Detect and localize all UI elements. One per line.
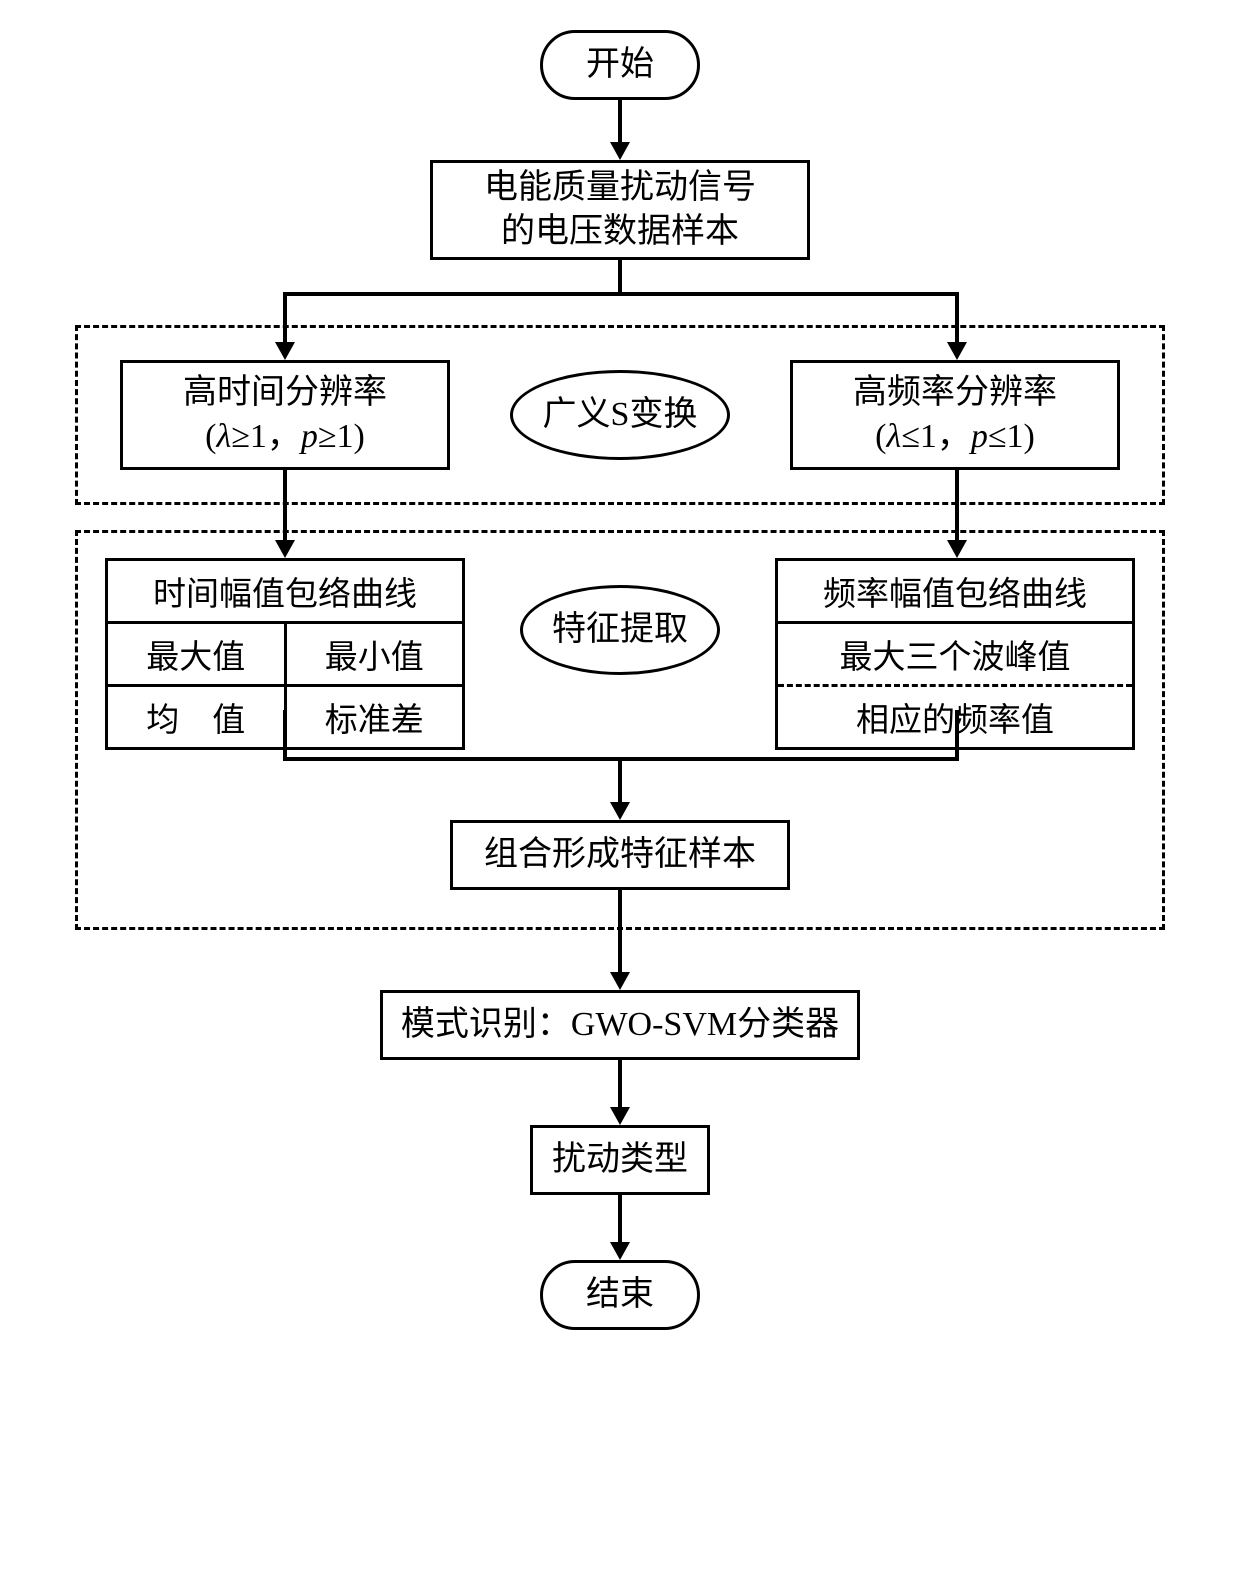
cell-std: 标准差 [287,687,463,747]
arrow [610,972,630,990]
text: ( [205,418,216,455]
arrow [610,142,630,160]
s-transform-label: 广义S变换 [543,393,698,437]
high-freq-node: 高频率分辨率 (λ≤1，p≤1) [790,360,1120,470]
edge [618,260,622,295]
combine-node: 组合形成特征样本 [450,820,790,890]
text: ≥1， [231,418,301,455]
edge [618,757,622,802]
high-freq-line2: (λ≤1，p≤1) [875,415,1035,459]
arrow [610,802,630,820]
p: p [971,418,988,455]
start-label: 开始 [586,43,654,87]
freq-table-header: 频率幅值包络曲线 [778,561,1132,624]
text: ( [875,418,886,455]
edge [955,710,959,760]
text: ≥1) [318,418,365,455]
classifier-label: 模式识别：GWO-SVM分类器 [401,1003,839,1047]
table-row: 最大值 最小值 [108,624,462,687]
text: ≤1， [901,418,971,455]
edge [618,1195,622,1242]
lambda: λ [216,418,231,455]
end-node: 结束 [540,1260,700,1330]
result-node: 扰动类型 [530,1125,710,1195]
p: p [301,418,318,455]
high-time-line1: 高时间分辨率 [183,371,387,415]
high-time-node: 高时间分辨率 (λ≥1，p≥1) [120,360,450,470]
high-time-line2: (λ≥1，p≥1) [205,415,365,459]
classifier-node: 模式识别：GWO-SVM分类器 [380,990,860,1060]
time-table-header: 时间幅值包络曲线 [108,561,462,624]
high-freq-line1: 高频率分辨率 [853,371,1057,415]
lambda: λ [886,418,901,455]
sample-label: 电能质量扰动信号 的电压数据样本 [484,166,756,254]
edge [618,1060,622,1107]
cell-max: 最大值 [108,624,287,684]
feature-extract-label: 特征提取 [552,608,688,652]
edge [283,710,287,760]
cell-peaks: 最大三个波峰值 [778,624,1132,684]
edge [618,890,622,972]
arrow [610,1107,630,1125]
cell-mean: 均 值 [108,687,287,747]
edge [283,292,959,296]
edge [618,100,622,142]
feature-extract-node: 特征提取 [520,585,720,675]
end-label: 结束 [586,1273,654,1317]
s-transform-node: 广义S变换 [510,370,730,460]
sample-node: 电能质量扰动信号 的电压数据样本 [430,160,810,260]
combine-label: 组合形成特征样本 [484,833,756,877]
start-node: 开始 [540,30,700,100]
cell-min: 最小值 [287,624,463,684]
table-row: 最大三个波峰值 [778,624,1132,687]
text: ≤1) [988,418,1035,455]
arrow [610,1242,630,1260]
result-label: 扰动类型 [552,1138,688,1182]
